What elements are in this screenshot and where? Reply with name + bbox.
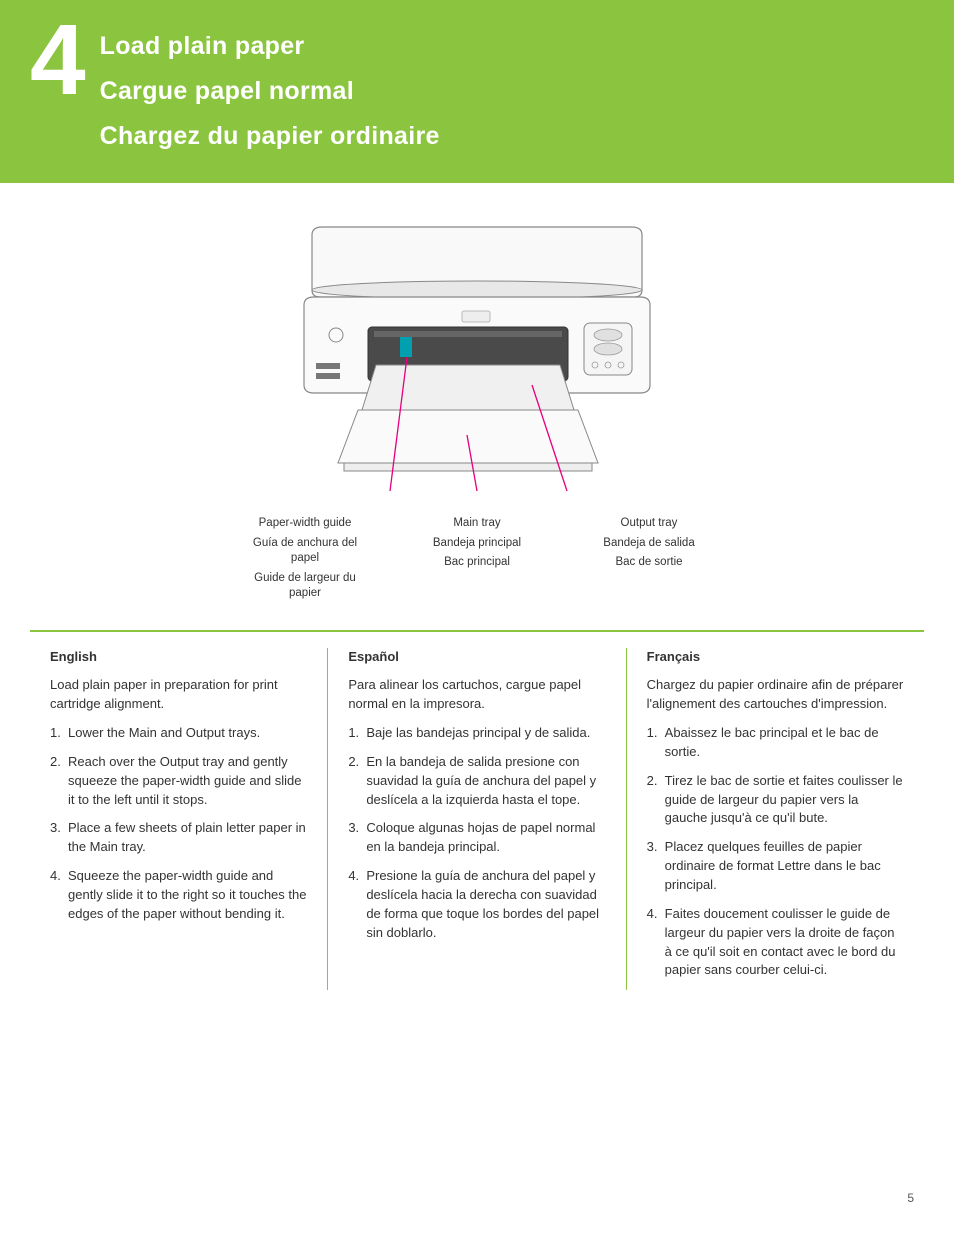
step-titles: Load plain paper Cargue papel normal Cha… <box>100 18 440 159</box>
step-header: 4 Load plain paper Cargue papel normal C… <box>0 0 954 183</box>
title-french: Chargez du papier ordinaire <box>100 114 440 159</box>
step-item: 3.Placez quelques feuilles de papier ord… <box>647 838 904 895</box>
step-number: 4 <box>30 18 82 103</box>
intro-es: Para alinear los cartuchos, cargue papel… <box>348 676 605 714</box>
title-spanish: Cargue papel normal <box>100 69 440 114</box>
callout-paper-width-guide: Paper-width guide Guía de anchura del pa… <box>240 516 370 606</box>
column-english: English Load plain paper in preparation … <box>30 648 327 991</box>
callout-en: Paper-width guide <box>240 516 370 532</box>
intro-fr: Chargez du papier ordinaire afin de prép… <box>647 676 904 714</box>
step-item: 1.Lower the Main and Output trays. <box>50 724 307 743</box>
step-item: 4.Faites doucement coulisser le guide de… <box>647 905 904 980</box>
column-spanish: Español Para alinear los cartuchos, carg… <box>327 648 626 991</box>
printer-diagram: Paper-width guide Guía de anchura del pa… <box>240 215 714 606</box>
diagram-area: Paper-width guide Guía de anchura del pa… <box>0 183 954 616</box>
intro-en: Load plain paper in preparation for prin… <box>50 676 307 714</box>
step-item: 3.Coloque algunas hojas de papel normal … <box>348 819 605 857</box>
callout-main-tray: Main tray Bandeja principal Bac principa… <box>412 516 542 606</box>
steps-fr: 1.Abaissez le bac principal et le bac de… <box>647 724 904 980</box>
callout-output-tray: Output tray Bandeja de salida Bac de sor… <box>584 516 714 606</box>
step-item: 4.Presione la guía de anchura del papel … <box>348 867 605 942</box>
step-item: 1.Baje las bandejas principal y de salid… <box>348 724 605 743</box>
callout-en: Output tray <box>584 516 714 532</box>
title-english: Load plain paper <box>100 24 440 69</box>
steps-es: 1.Baje las bandejas principal y de salid… <box>348 724 605 942</box>
lang-heading-fr: Français <box>647 648 904 667</box>
callout-es: Guía de anchura del papel <box>240 536 370 567</box>
callout-es: Bandeja principal <box>412 536 542 552</box>
callout-fr: Guide de largeur du papier <box>240 571 370 602</box>
page-number: 5 <box>907 1191 914 1205</box>
lang-heading-es: Español <box>348 648 605 667</box>
step-item: 2.En la bandeja de salida presione con s… <box>348 753 605 810</box>
step-item: 2.Tirez le bac de sortie et faites couli… <box>647 772 904 829</box>
step-item: 3.Place a few sheets of plain letter pap… <box>50 819 307 857</box>
printer-icon <box>292 215 662 505</box>
lang-heading-en: English <box>50 648 307 667</box>
callout-es: Bandeja de salida <box>584 536 714 552</box>
callout-fr: Bac de sortie <box>584 555 714 571</box>
step-item: 1.Abaissez le bac principal et le bac de… <box>647 724 904 762</box>
column-french: Français Chargez du papier ordinaire afi… <box>627 648 924 991</box>
diagram-callouts: Paper-width guide Guía de anchura del pa… <box>240 516 714 606</box>
steps-en: 1.Lower the Main and Output trays. 2.Rea… <box>50 724 307 924</box>
step-item: 4.Squeeze the paper-width guide and gent… <box>50 867 307 924</box>
callout-en: Main tray <box>412 516 542 532</box>
step-item: 2.Reach over the Output tray and gently … <box>50 753 307 810</box>
callout-fr: Bac principal <box>412 555 542 571</box>
instruction-columns: English Load plain paper in preparation … <box>0 632 954 991</box>
